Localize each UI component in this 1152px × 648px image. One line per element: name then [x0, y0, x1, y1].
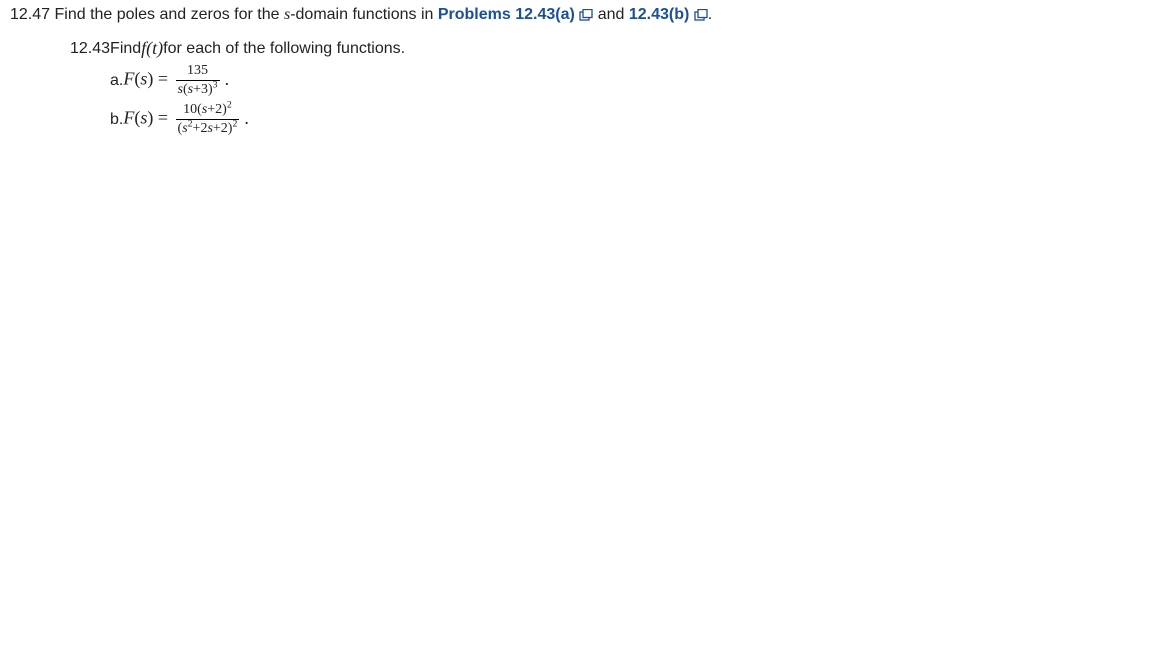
trailing-period: . [708, 6, 712, 23]
sub-number: 12.43 [70, 40, 110, 58]
part-a-label: a. [110, 72, 123, 90]
link-12-43b[interactable]: 12.43(b) [629, 6, 689, 23]
f-of-t: f(t) [141, 38, 163, 58]
part-a-equation: F(s) = 135 s(s+3)3 . [123, 63, 229, 98]
popup-icon[interactable] [579, 9, 593, 21]
part-b: b. F(s) = 10(s+2)2 (s2+2s+2)2 . [110, 102, 1142, 137]
fraction-b: 10(s+2)2 (s2+2s+2)2 [176, 102, 240, 137]
F-symbol: F [123, 108, 134, 128]
problem-number: 12.47 [10, 6, 50, 23]
problem-12-47: 12.47 Find the poles and zeros for the s… [10, 6, 1142, 24]
text-mid: -domain functions in [290, 6, 438, 23]
part-b-label: b. [110, 111, 123, 129]
den-exp: 3 [213, 79, 218, 90]
text-before: Find the poles and zeros for the [50, 6, 284, 23]
den-plus2b: +2) [213, 121, 233, 136]
period-b: . [244, 108, 249, 128]
part-b-equation: F(s) = 10(s+2)2 (s2+2s+2)2 . [123, 102, 249, 137]
den-plus3: +3) [193, 82, 213, 97]
problem-12-43-block: 12.43 Find f(t) for each of the followin… [70, 38, 1142, 137]
sub-intro-before: Find [110, 40, 141, 58]
num-plus2: +2) [207, 102, 227, 117]
den-plus2: +2 [193, 121, 208, 136]
den-exp: 2 [232, 119, 237, 130]
link-12-43a[interactable]: Problems 12.43(a) [438, 6, 575, 23]
sub-intro-line: 12.43 Find f(t) for each of the followin… [70, 38, 1142, 59]
popup-icon[interactable] [694, 9, 708, 21]
equals: = [153, 108, 172, 128]
sub-intro-after: for each of the following functions. [163, 40, 405, 58]
part-a: a. F(s) = 135 s(s+3)3 . [110, 63, 1142, 98]
num-exp: 2 [227, 100, 232, 111]
equals: = [153, 69, 172, 89]
and-text: and [593, 6, 629, 23]
period-a: . [225, 69, 230, 89]
num-a: 135 [187, 63, 208, 78]
num-10: 10( [183, 102, 202, 117]
F-symbol: F [123, 69, 134, 89]
fraction-a: 135 s(s+3)3 [176, 63, 220, 98]
